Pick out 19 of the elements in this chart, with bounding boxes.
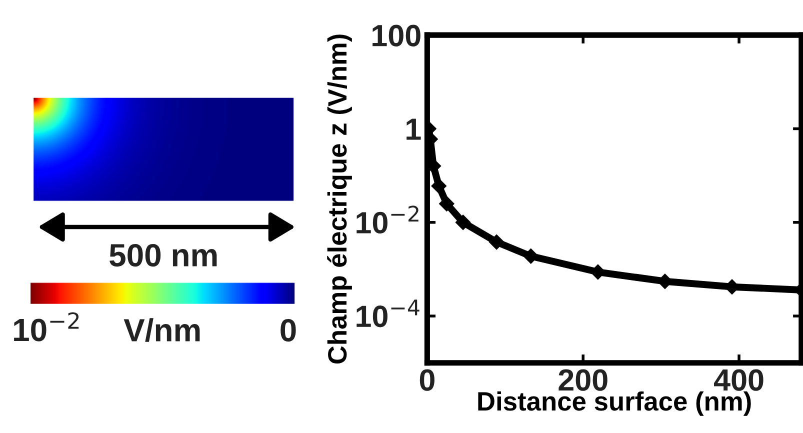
x-axis-title: Distance surface (nm) — [478, 391, 751, 416]
point — [489, 234, 504, 250]
point — [523, 248, 538, 264]
y-tick-label: 100 — [372, 24, 420, 46]
text: V/nm — [124, 318, 200, 342]
point — [439, 196, 454, 212]
y-tick-label: 1 — [406, 118, 421, 140]
x-tick-label: 200 — [558, 369, 608, 391]
point — [590, 264, 606, 280]
text: 10$^{−2}$ — [14, 312, 79, 342]
y-axis-title: Champ électrique z (V/nm) — [327, 34, 352, 364]
point — [431, 178, 446, 194]
x-tick-label: 400 — [714, 369, 764, 391]
y-tick-label: 10$^{−4}$ — [356, 300, 420, 328]
text: 0 — [280, 318, 296, 342]
text: 500 nm — [110, 244, 217, 267]
point — [455, 214, 471, 230]
y-tick-label: 10$^{−2}$ — [356, 206, 418, 234]
x-tick-label: 0 — [420, 369, 434, 391]
